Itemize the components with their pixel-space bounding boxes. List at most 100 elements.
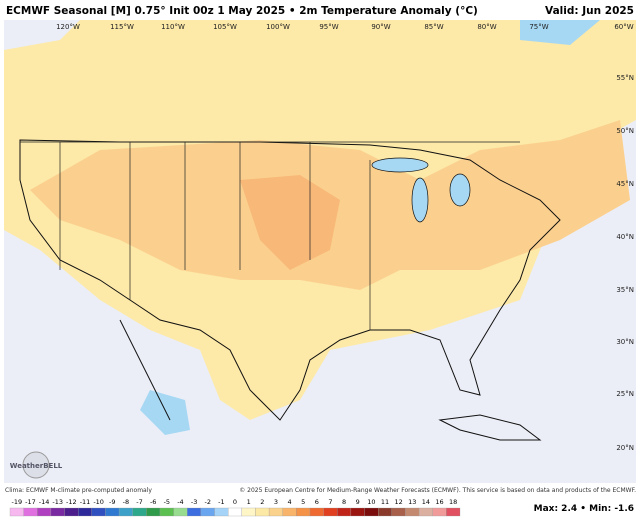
- legend-swatch: [173, 507, 188, 517]
- legend-swatch: [187, 507, 202, 517]
- baja-coast: [119, 319, 171, 421]
- coastline: [19, 139, 561, 421]
- legend-swatch: [146, 507, 161, 517]
- lon-label: 60°W: [614, 23, 633, 31]
- legend-label: -14: [39, 498, 50, 506]
- legend-swatch: [118, 507, 133, 517]
- legend-label: -9: [109, 498, 115, 506]
- lat-label: 45°N: [616, 180, 634, 188]
- legend-swatch: [78, 507, 92, 517]
- legend-swatch: [323, 507, 338, 517]
- lat-label: 30°N: [616, 338, 634, 346]
- lat-label: 55°N: [616, 74, 634, 82]
- legend-swatch: [64, 507, 79, 517]
- title: ECMWF Seasonal [M] 0.75° Init 00z 1 May …: [6, 5, 478, 17]
- lat-label: 25°N: [616, 390, 634, 398]
- legend-swatch: [50, 507, 65, 517]
- legend-label: 4: [287, 498, 291, 506]
- legend-swatch: [241, 507, 256, 517]
- legend-label: -12: [66, 498, 77, 506]
- legend-label: -10: [93, 498, 104, 506]
- anomaly-cool-2: [140, 390, 190, 435]
- legend-label: -8: [123, 498, 129, 506]
- legend-label: 0: [233, 498, 237, 506]
- max-min: Max: 2.4 • Min: -1.6: [534, 504, 634, 514]
- legend-swatch: [378, 507, 392, 517]
- lake: [411, 177, 429, 223]
- legend-label: 14: [422, 498, 430, 506]
- lon-label: 120°W: [56, 23, 80, 31]
- legend-swatch: [432, 507, 447, 517]
- legend-swatch: [255, 507, 270, 517]
- legend-label: 12: [394, 498, 402, 506]
- legend-label: -17: [25, 498, 36, 506]
- legend-swatch: [418, 507, 433, 517]
- legend-swatch: [23, 507, 38, 517]
- legend-swatch: [391, 507, 406, 517]
- legend-label: 18: [449, 498, 457, 506]
- anomaly-neutral: [4, 20, 80, 50]
- clima-note: Clima: ECMWF M-climate pre-computed anom…: [5, 487, 152, 494]
- legend-swatch: [91, 507, 106, 517]
- legend-label: 9: [356, 498, 360, 506]
- legend-swatch: [37, 507, 52, 517]
- legend-label: 2: [260, 498, 264, 506]
- legend-label: -5: [164, 498, 170, 506]
- cuba: [438, 414, 542, 441]
- lat-label: 40°N: [616, 233, 634, 241]
- legend-label: -2: [204, 498, 210, 506]
- legend-label: 8: [342, 498, 346, 506]
- lake: [449, 173, 471, 207]
- borders: [20, 141, 520, 330]
- lon-label: 105°W: [213, 23, 237, 31]
- legend-label: 16: [435, 498, 443, 506]
- logo: WeatherBELL: [10, 462, 63, 470]
- legend-label: -4: [177, 498, 183, 506]
- legend-label: -13: [52, 498, 63, 506]
- copyright: © 2025 European Centre for Medium-Range …: [239, 487, 636, 494]
- legend-swatch: [282, 507, 297, 517]
- legend-swatch: [132, 507, 147, 517]
- lon-label: 115°W: [110, 23, 134, 31]
- legend-swatch: [446, 507, 461, 517]
- legend-swatch: [405, 507, 420, 517]
- lat-label: 50°N: [616, 127, 634, 135]
- legend-label: -11: [80, 498, 91, 506]
- legend-swatch: [268, 507, 283, 517]
- lat-label: 20°N: [616, 444, 634, 452]
- lake: [371, 157, 429, 173]
- legend-label: -6: [150, 498, 156, 506]
- legend-label: 1: [247, 498, 251, 506]
- lon-label: 110°W: [161, 23, 185, 31]
- legend-label: -3: [191, 498, 197, 506]
- legend-swatch: [159, 507, 174, 517]
- legend-label: 6: [315, 498, 319, 506]
- legend-label: 3: [274, 498, 278, 506]
- lon-label: 85°W: [424, 23, 443, 31]
- legend-swatch: [337, 507, 352, 517]
- legend-swatch: [350, 507, 365, 517]
- lat-label: 35°N: [616, 286, 634, 294]
- legend-label: -7: [136, 498, 142, 506]
- logo-globe: [22, 451, 50, 479]
- anomaly-cool: [520, 20, 600, 45]
- legend-swatch: [364, 507, 379, 517]
- legend-swatch: [105, 507, 120, 517]
- lon-label: 75°W: [529, 23, 548, 31]
- legend-swatch: [296, 507, 311, 517]
- legend-label: -1: [218, 498, 224, 506]
- legend-label: 5: [301, 498, 305, 506]
- legend-swatch: [214, 507, 229, 517]
- legend-swatch: [309, 507, 324, 517]
- anomaly-warm-3: [240, 175, 340, 270]
- legend-swatch: [9, 507, 24, 517]
- legend-swatch: [200, 507, 215, 517]
- map: WeatherBELL: [4, 20, 636, 483]
- legend-swatch: [228, 507, 242, 517]
- legend-label: 11: [381, 498, 389, 506]
- lon-label: 90°W: [371, 23, 390, 31]
- legend-label: -19: [12, 498, 23, 506]
- lon-label: 100°W: [266, 23, 290, 31]
- legend-label: 10: [367, 498, 375, 506]
